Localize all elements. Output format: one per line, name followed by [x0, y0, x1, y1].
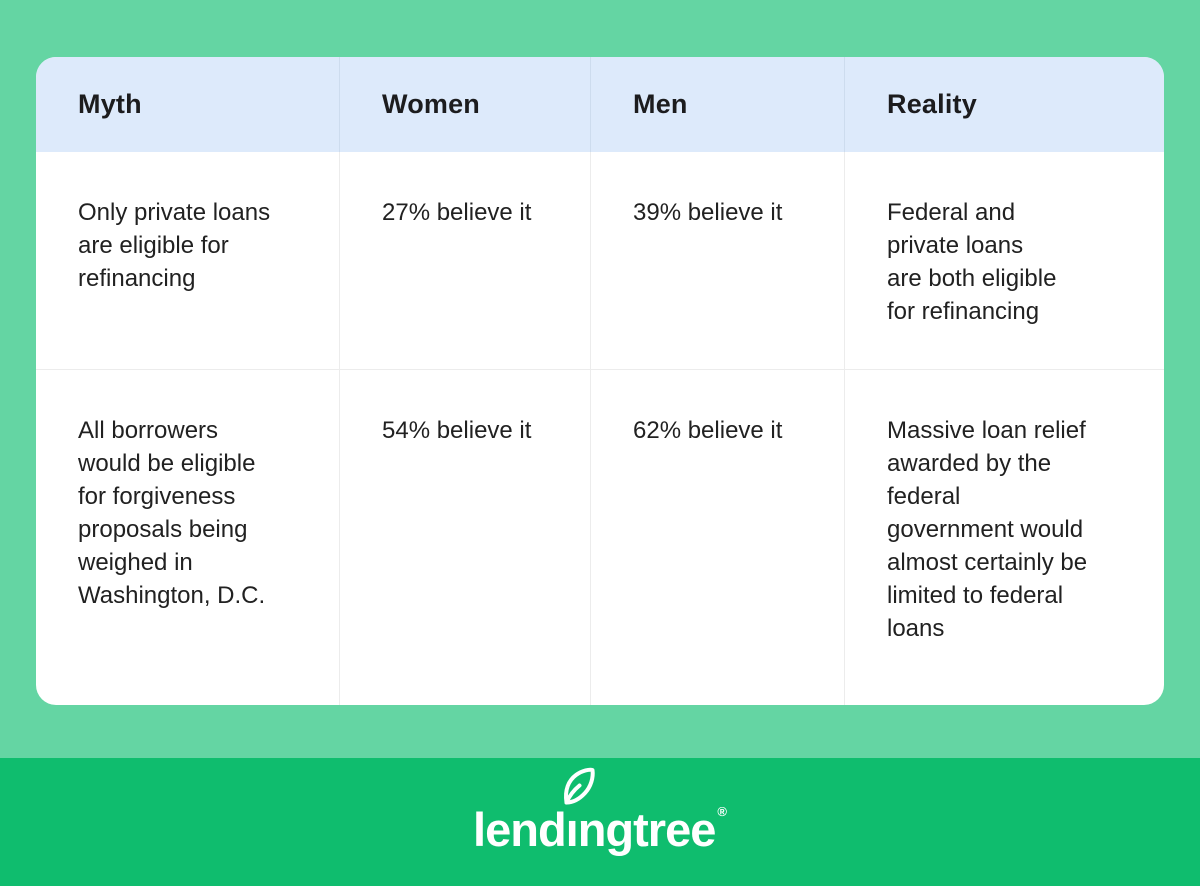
column-header-men: Men	[591, 57, 845, 152]
registered-trademark: ®	[717, 803, 727, 819]
column-header-women: Women	[340, 57, 591, 152]
cell-women-row1: 27% believe it	[340, 152, 591, 370]
myths-table-card: Myth Women Men Reality Only private loan…	[36, 57, 1164, 705]
lendingtree-logo: lend ı ngtree ®	[473, 767, 727, 857]
cell-men-row2: 62% believe it	[591, 370, 845, 705]
logo-text-tail: ngtree	[577, 802, 717, 856]
cell-myth-row2: All borrowers would be eligible for forg…	[36, 370, 340, 705]
column-header-myth: Myth	[36, 57, 340, 152]
cell-men-row1: 39% believe it	[591, 152, 845, 370]
column-header-reality: Reality	[845, 57, 1164, 152]
logo-letter-i: ı	[563, 767, 595, 857]
leaf-icon	[563, 767, 595, 804]
cell-reality-row2: Massive loan relief awarded by the feder…	[887, 417, 1088, 642]
brand-footer-band: lend ı ngtree ®	[0, 758, 1200, 886]
logo-text-lead: lend	[473, 802, 567, 856]
cell-reality-row1: Federal and private loans are both eligi…	[845, 152, 1164, 370]
cell-myth-row1: Only private loans are eligible for refi…	[36, 152, 340, 370]
cell-women-row2: 54% believe it	[340, 370, 591, 705]
